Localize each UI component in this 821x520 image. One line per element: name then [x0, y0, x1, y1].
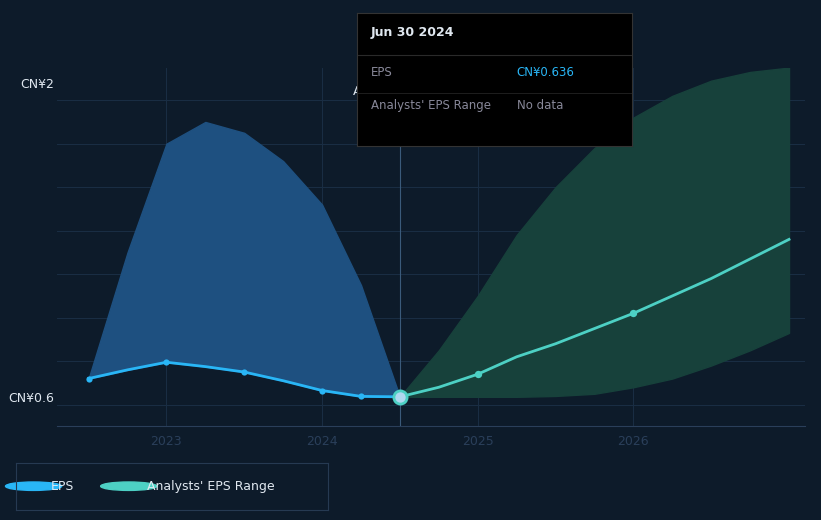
- Text: Analysts' EPS Range: Analysts' EPS Range: [148, 479, 275, 493]
- Point: [355, 392, 368, 400]
- Point: [82, 374, 95, 383]
- Point: [626, 309, 640, 318]
- Text: CN¥0.6: CN¥0.6: [8, 392, 53, 405]
- Point: [315, 386, 328, 395]
- Point: [393, 393, 406, 401]
- Text: CN¥2: CN¥2: [20, 79, 53, 92]
- Text: EPS: EPS: [371, 66, 392, 79]
- Text: Jun 30 2024: Jun 30 2024: [371, 26, 454, 39]
- Circle shape: [6, 482, 62, 490]
- Text: Analysts Forecasts: Analysts Forecasts: [412, 85, 529, 98]
- Point: [471, 370, 484, 379]
- Text: CN¥0.636: CN¥0.636: [516, 66, 575, 79]
- Circle shape: [101, 482, 157, 490]
- Point: [160, 358, 173, 367]
- Text: No data: No data: [516, 99, 563, 112]
- Text: EPS: EPS: [51, 479, 74, 493]
- Point: [237, 368, 250, 376]
- Text: Actual: Actual: [353, 85, 392, 98]
- Text: Analysts' EPS Range: Analysts' EPS Range: [371, 99, 491, 112]
